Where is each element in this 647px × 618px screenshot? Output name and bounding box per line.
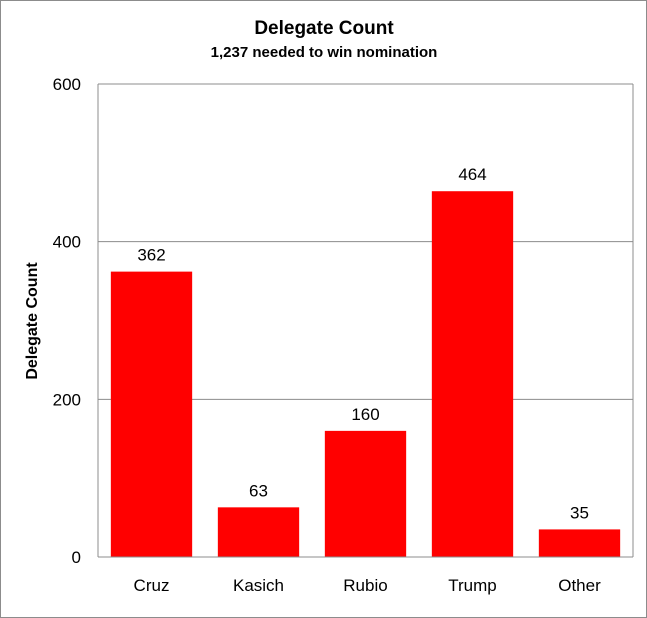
x-tick-label: Trump (448, 576, 497, 595)
x-tick-label: Cruz (134, 576, 170, 595)
x-tick-label: Other (558, 576, 601, 595)
bar-rubio (324, 430, 407, 557)
data-label: 464 (458, 165, 486, 184)
data-label: 63 (249, 481, 268, 500)
bar-kasich (217, 507, 300, 557)
y-tick-label: 400 (53, 233, 81, 252)
chart-title: Delegate Count (254, 18, 394, 39)
plot-area-border (97, 84, 634, 558)
x-tick-label: Kasich (233, 576, 284, 595)
x-tick-label: Rubio (343, 576, 387, 595)
y-tick-label: 600 (53, 75, 81, 94)
x-axis-ticks: Cruz Kasich Rubio Trump Other (134, 576, 602, 595)
y-axis-ticks: 0 200 400 600 (53, 75, 81, 567)
data-label: 160 (351, 405, 379, 424)
y-tick-label: 0 (72, 548, 81, 567)
data-label: 35 (570, 503, 589, 522)
bar-other (538, 529, 621, 557)
y-tick-label: 200 (53, 390, 81, 409)
bar-cruz (110, 271, 193, 557)
bars (110, 191, 621, 558)
y-axis-label: Delegate Count (24, 262, 41, 380)
chart-subtitle: 1,237 needed to win nomination (211, 44, 438, 61)
bar-trump (431, 191, 514, 558)
data-labels: 362 63 160 464 35 (137, 165, 589, 522)
data-label: 362 (137, 246, 165, 265)
